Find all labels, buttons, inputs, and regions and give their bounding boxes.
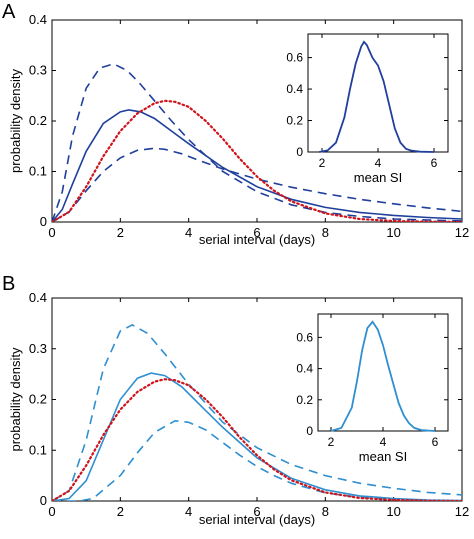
- inset-axis-frame: [317, 313, 449, 432]
- main-axis-xtick-label: 4: [185, 504, 192, 519]
- main-axis-xtick-label: 10: [386, 504, 400, 519]
- main-axis-ytick-label: 0: [40, 493, 47, 508]
- main-axis-ytick-label: 0.2: [29, 392, 47, 407]
- main-axis-xtick-label: 12: [455, 225, 469, 240]
- inset-x-axis-title: mean SI: [354, 170, 402, 185]
- main-axis-ytick-label: 0.4: [29, 12, 47, 27]
- inset-axis-xtick-label: 6: [432, 435, 439, 449]
- series-dotted-line: [52, 378, 462, 501]
- main-axis-xtick-label: 8: [322, 504, 329, 519]
- inset-axis-ytick-label: 0.6: [286, 51, 303, 65]
- x-axis-title: serial interval (days): [199, 232, 315, 247]
- panel-letter-a: A: [2, 1, 16, 23]
- inset-plot: 2 4 6 0 0.2 0.4 0.6 mean SI: [286, 33, 449, 185]
- panel-letter-b: B: [2, 273, 15, 295]
- series-dotted-line: [52, 99, 462, 222]
- inset-axis-ytick-label: 0.6: [296, 330, 313, 344]
- inset-axis-ytick-label: 0.4: [286, 82, 303, 96]
- series-dashed-line: [52, 63, 462, 222]
- main-axis-xtick-label: 8: [322, 225, 329, 240]
- main-axis-ytick-label: 0.3: [29, 341, 47, 356]
- main-axis-ytick-label: 0.4: [29, 290, 47, 305]
- main-axis-ytick-label: 0.1: [29, 442, 47, 457]
- inset-axis-frame: [307, 33, 449, 153]
- inset-axis-xtick-label: 2: [319, 156, 326, 170]
- main-axis-ytick-label: 0.1: [29, 164, 47, 179]
- inset-axis-xtick-label: 2: [328, 435, 335, 449]
- inset-x-axis-title: mean SI: [359, 449, 407, 464]
- main-axis-frame: [51, 19, 463, 223]
- x-axis-title: serial interval (days): [199, 512, 315, 527]
- panel-b: 0 2 4 6 8 10 12 0 0.1 0.2 0.3 0.4 serial interval (d…: [8, 290, 469, 527]
- series-dashed-line: [52, 147, 462, 222]
- main-axis-xtick-label: 0: [48, 225, 55, 240]
- main-axis-xtick-label: 2: [117, 504, 124, 519]
- main-axis-xtick-label: 2: [117, 225, 124, 240]
- inset-density-line: [319, 40, 435, 153]
- inset-density-line: [330, 320, 436, 432]
- series-solid-line: [52, 372, 462, 501]
- inset-axis-xtick-label: 4: [380, 435, 387, 449]
- inset-axis-ytick-label: 0: [296, 145, 303, 159]
- main-axis-xtick-label: 6: [253, 504, 260, 519]
- inset-axis-ytick-label: 0.2: [296, 393, 313, 407]
- series-solid-line: [52, 109, 462, 222]
- main-axis-xtick-label: 12: [455, 504, 469, 519]
- series-dashed-line: [52, 323, 462, 501]
- inset-axis-ytick-label: 0: [306, 424, 313, 438]
- main-axis-frame: [51, 297, 463, 502]
- series-dashed-line: [52, 419, 462, 501]
- main-axis-ytick-label: 0: [40, 214, 47, 229]
- panel-a: 0 2 4 6 8 10 12 0 0.1 0.2 0.3 0.4 serial interval (d…: [8, 12, 469, 247]
- y-axis-title: probability density: [8, 68, 23, 173]
- inset-axis-ytick-label: 0.4: [296, 362, 313, 376]
- main-axis-ytick-label: 0.3: [29, 63, 47, 78]
- inset-axis-xtick-label: 4: [375, 156, 382, 170]
- y-axis-title: probability density: [8, 347, 23, 452]
- main-axis-ytick-label: 0.2: [29, 113, 47, 128]
- inset-plot: 2 4 6 0 0.2 0.4 0.6 mean SI: [296, 313, 449, 464]
- inset-axis-ytick-label: 0.2: [286, 114, 303, 128]
- main-axis-xtick-label: 6: [253, 225, 260, 240]
- main-axis-xtick-label: 10: [386, 225, 400, 240]
- main-axis-xtick-label: 0: [48, 504, 55, 519]
- inset-axis-xtick-label: 6: [431, 156, 438, 170]
- main-axis-xtick-label: 4: [185, 225, 192, 240]
